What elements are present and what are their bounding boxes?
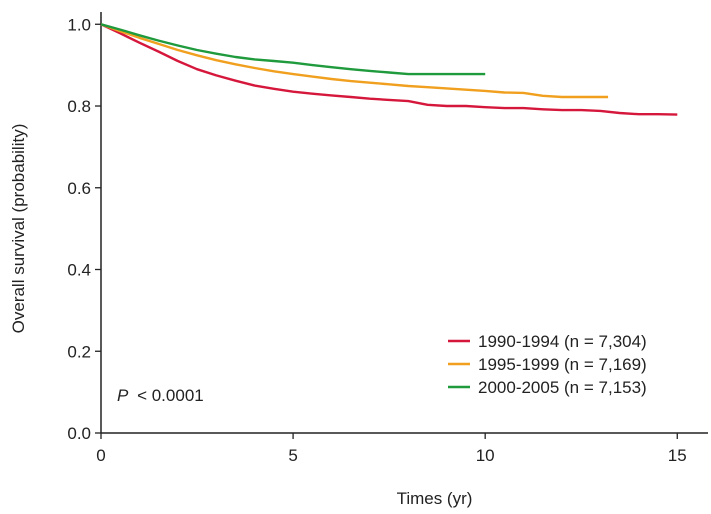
- x-axis-label: Times (yr): [397, 489, 473, 508]
- legend-label: 2000-2005 (n = 7,153): [478, 378, 647, 397]
- x-tick-label: 5: [288, 446, 297, 465]
- y-tick-label: 0.4: [67, 261, 91, 280]
- axes: [100, 12, 708, 434]
- series-line: [100, 23, 678, 116]
- y-tick-label: 0.6: [67, 179, 91, 198]
- p-value-annotation: P < 0.0001: [117, 386, 204, 405]
- y-axis-label: Overall survival (probability): [9, 124, 28, 334]
- series-line: [100, 23, 486, 76]
- x-ticks: 0 5 10 15: [96, 433, 687, 465]
- y-tick-label: 0.2: [67, 342, 91, 361]
- y-tick-label: 0.0: [67, 424, 91, 443]
- legend-label: 1995-1999 (n = 7,169): [478, 355, 647, 374]
- y-ticks: 0.0 0.2 0.4 0.6 0.8 1.0: [67, 15, 101, 443]
- y-tick-label: 0.8: [67, 97, 91, 116]
- legend: 1990-1994 (n = 7,304) 1995-1999 (n = 7,16…: [448, 332, 647, 397]
- series-line: [100, 23, 609, 99]
- p-value-symbol: P: [117, 386, 129, 405]
- legend-label: 1990-1994 (n = 7,304): [478, 332, 647, 351]
- x-tick-label: 0: [96, 446, 105, 465]
- x-tick-label: 10: [476, 446, 495, 465]
- p-value-text: < 0.0001: [137, 386, 204, 405]
- series-group: [100, 23, 678, 116]
- x-tick-label: 15: [668, 446, 687, 465]
- y-tick-label: 1.0: [67, 15, 91, 34]
